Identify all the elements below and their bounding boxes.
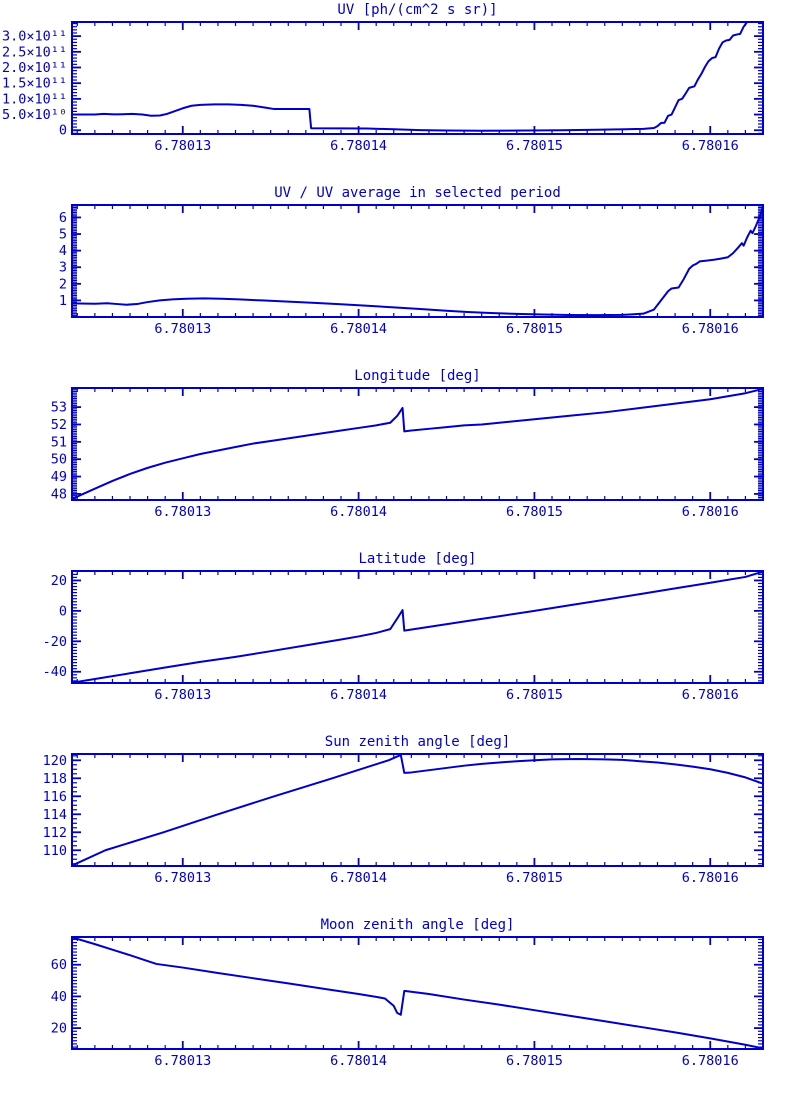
plot-title: UV [ph/(cm^2 s sr)] xyxy=(337,2,498,18)
data-line xyxy=(71,204,764,317)
axis-frame xyxy=(71,204,764,318)
plot-canvas: 6.78013 6.78014 6.78015 6.78016 -40 -20 0 20 xyxy=(43,570,764,703)
x-tick-label: 6.78013 xyxy=(154,687,211,703)
plot-sun-zenith: Sun zenith angle [deg] 6.78013 6.78014 6.7… xyxy=(0,732,800,915)
axis-frame xyxy=(71,936,764,1050)
y-tick-label: -40 xyxy=(43,664,67,680)
plot-title: Moon zenith angle [deg] xyxy=(320,917,515,933)
y-tick-label: 4 xyxy=(59,243,67,259)
axis-frame xyxy=(71,21,764,135)
y-tick-label: 60 xyxy=(51,957,67,973)
y-tick-label: 1.5×10¹¹ xyxy=(2,76,67,92)
x-tick-label: 6.78014 xyxy=(330,1053,387,1069)
x-tick-label: 6.78014 xyxy=(330,321,387,337)
y-tick-label: 20 xyxy=(51,573,67,589)
x-tick-label: 6.78016 xyxy=(682,504,739,520)
axis-frame xyxy=(71,753,764,867)
y-tick-label: 1 xyxy=(59,293,67,309)
plot-longitude: Longitude [deg] 6.78013 6.78014 6.78015 6.7… xyxy=(0,366,800,549)
y-tick-label: 118 xyxy=(43,771,67,787)
x-tick-label: 6.78016 xyxy=(682,1053,739,1069)
y-tick-label: 3.0×10¹¹ xyxy=(2,29,67,45)
axis-frame xyxy=(71,387,764,501)
y-tick-label: -20 xyxy=(43,634,67,650)
y-tick-label: 0 xyxy=(59,603,67,619)
plot-title: UV / UV average in selected period xyxy=(274,185,561,201)
data-line xyxy=(71,387,764,501)
plot-canvas: 6.78013 6.78014 6.78015 6.78016 20 40 60 xyxy=(51,936,764,1069)
x-tick-label: 6.78015 xyxy=(506,138,563,154)
y-tick-label: 3 xyxy=(59,260,67,276)
data-line xyxy=(71,753,764,867)
y-tick-label: 49 xyxy=(51,469,67,485)
plot-latitude: Latitude [deg] 6.78013 6.78014 6.78015 6.78… xyxy=(0,549,800,732)
x-tick-label: 6.78014 xyxy=(330,504,387,520)
x-tick-label: 6.78013 xyxy=(154,138,211,154)
y-tick-label: 48 xyxy=(51,486,67,502)
y-tick-label: 2.5×10¹¹ xyxy=(2,44,67,60)
x-tick-label: 6.78015 xyxy=(506,870,563,886)
y-tick-label: 52 xyxy=(51,417,67,433)
y-tick-label: 0 xyxy=(59,123,67,139)
y-tick-label: 53 xyxy=(51,400,67,416)
x-tick-label: 6.78014 xyxy=(330,687,387,703)
plot-title: Sun zenith angle [deg] xyxy=(324,734,511,750)
data-line xyxy=(71,570,764,684)
x-tick-label: 6.78013 xyxy=(154,1053,211,1069)
x-tick-label: 6.78013 xyxy=(154,870,211,886)
x-tick-label: 6.78015 xyxy=(506,1053,563,1069)
y-tick-label: 2.0×10¹¹ xyxy=(2,60,67,76)
y-tick-label: 112 xyxy=(43,825,67,841)
x-tick-label: 6.78013 xyxy=(154,321,211,337)
x-tick-label: 6.78016 xyxy=(682,870,739,886)
axis-frame xyxy=(71,570,764,684)
x-tick-label: 6.78015 xyxy=(506,504,563,520)
plot-uv-ratio: UV / UV average in selected period 6.780… xyxy=(0,183,800,366)
y-tick-label: 50 xyxy=(51,452,67,468)
y-tick-label: 110 xyxy=(43,843,67,859)
y-tick-label: 2 xyxy=(59,276,67,292)
y-tick-label: 1.0×10¹¹ xyxy=(2,91,67,107)
x-tick-label: 6.78015 xyxy=(506,321,563,337)
y-tick-label: 120 xyxy=(43,753,67,769)
x-tick-label: 6.78016 xyxy=(682,321,739,337)
x-tick-label: 6.78014 xyxy=(330,138,387,154)
y-tick-label: 116 xyxy=(43,789,67,805)
y-tick-label: 6 xyxy=(59,210,67,226)
y-tick-label: 114 xyxy=(43,807,67,823)
x-tick-label: 6.78014 xyxy=(330,870,387,886)
y-tick-label: 51 xyxy=(51,434,67,450)
data-line xyxy=(71,21,764,132)
plot-moon-zenith: Moon zenith angle [deg] 6.78013 6.78014 6.… xyxy=(0,915,800,1100)
x-tick-label: 6.78013 xyxy=(154,504,211,520)
x-tick-label: 6.78016 xyxy=(682,687,739,703)
plot-title: Latitude [deg] xyxy=(358,551,477,567)
plot-canvas: 6.78013 6.78014 6.78015 6.78016 110 112 114 116… xyxy=(43,753,764,886)
y-tick-label: 5 xyxy=(59,227,67,243)
y-tick-label: 40 xyxy=(51,989,67,1005)
plot-canvas: 6.78013 6.78014 6.78015 6.78016 05.0×10¹⁰1.0… xyxy=(2,21,764,154)
plot-uv: UV [ph/(cm^2 s sr)] 6.78013 6.78014 6.7801… xyxy=(0,0,800,183)
y-tick-label: 5.0×10¹⁰ xyxy=(2,107,67,123)
plot-title: Longitude [deg] xyxy=(354,368,481,384)
x-tick-label: 6.78016 xyxy=(682,138,739,154)
x-tick-label: 6.78015 xyxy=(506,687,563,703)
data-line xyxy=(71,936,764,1050)
y-tick-label: 20 xyxy=(51,1021,67,1037)
